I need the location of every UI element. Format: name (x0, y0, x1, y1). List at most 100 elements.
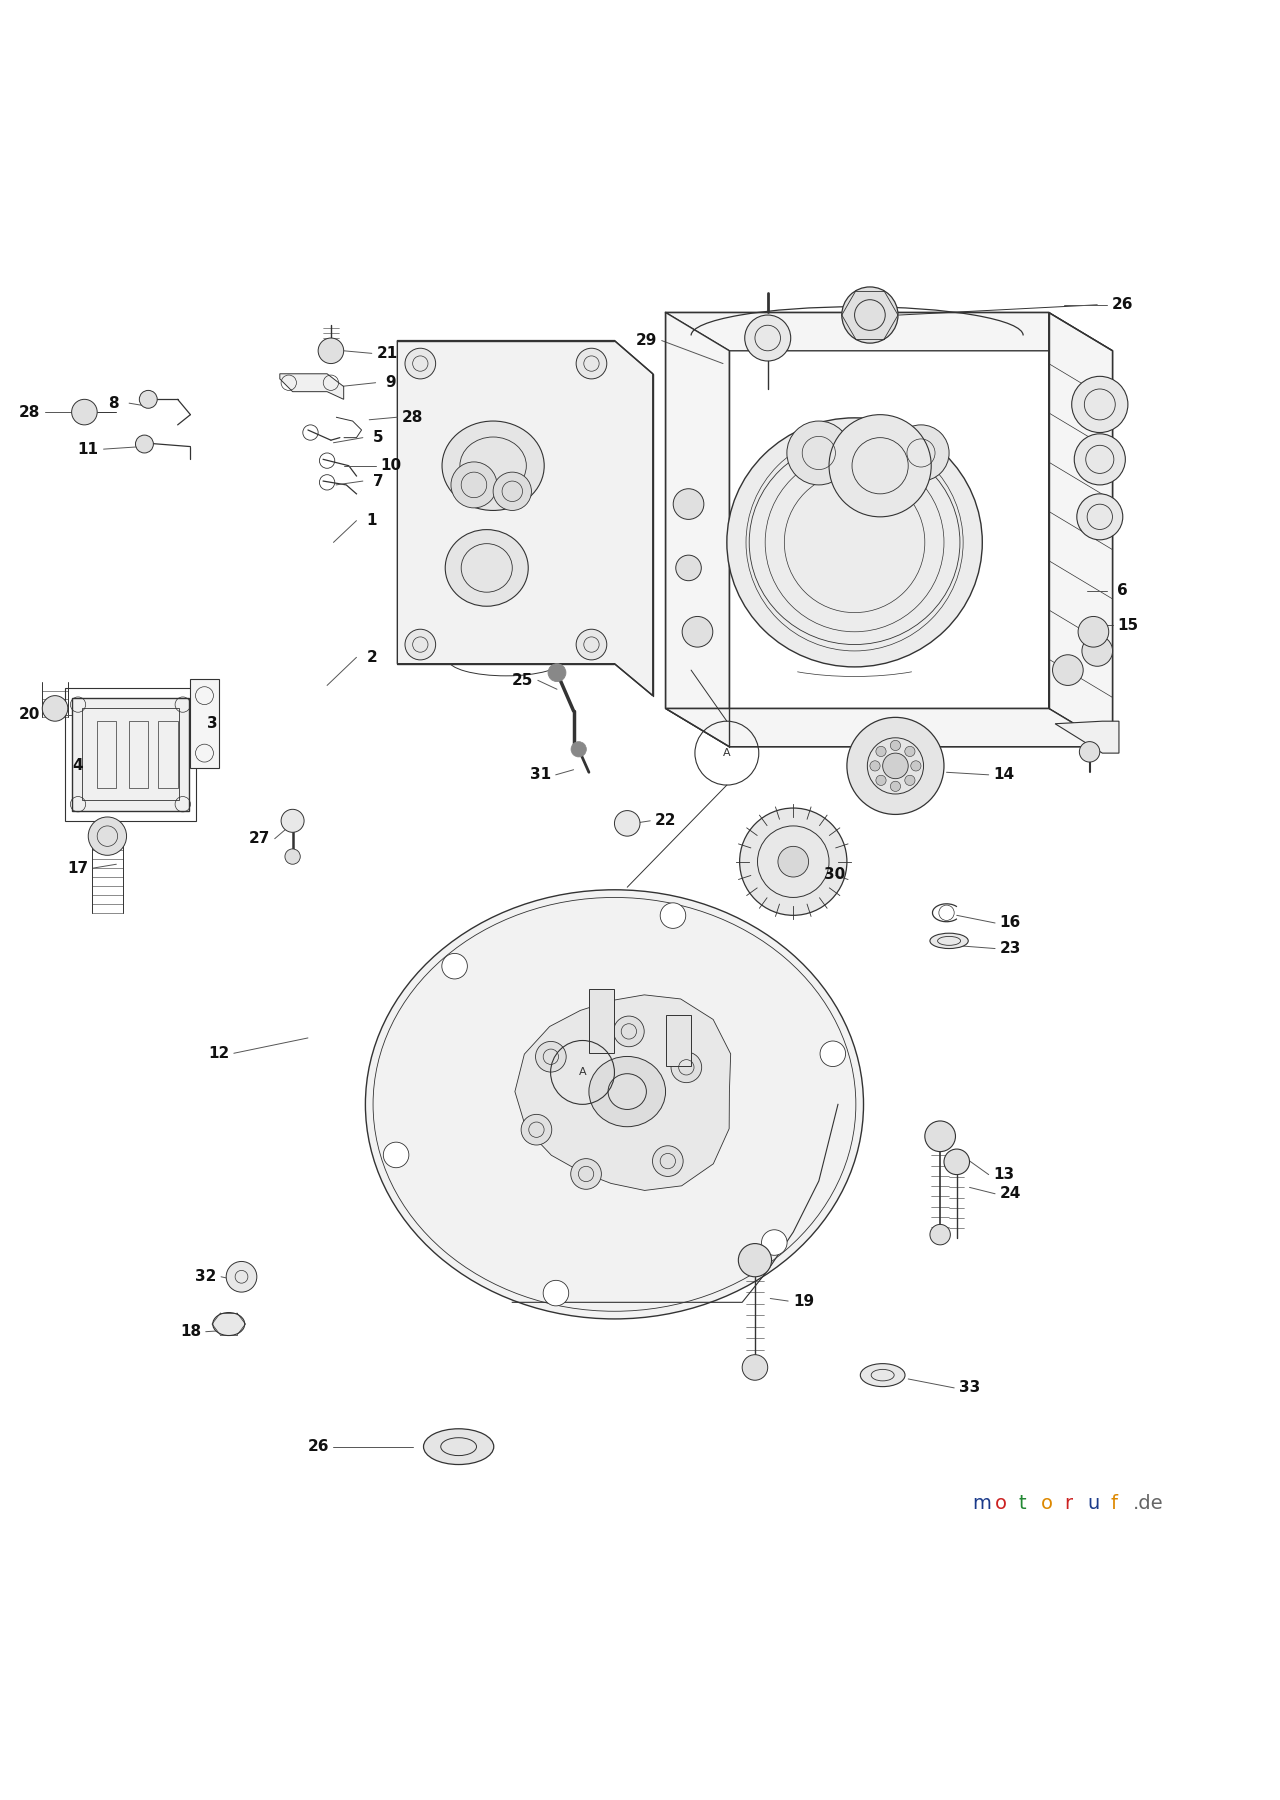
Text: A: A (579, 1067, 586, 1078)
Polygon shape (280, 374, 344, 400)
Ellipse shape (424, 1429, 494, 1465)
Circle shape (931, 1224, 950, 1246)
Circle shape (842, 286, 899, 344)
Bar (159, 722, 178, 788)
Circle shape (673, 490, 704, 520)
Text: A: A (723, 749, 731, 758)
Circle shape (576, 347, 607, 378)
Text: 9: 9 (385, 374, 397, 391)
Text: 26: 26 (307, 1440, 329, 1454)
Circle shape (905, 747, 915, 756)
Circle shape (493, 472, 531, 511)
Text: 33: 33 (959, 1381, 980, 1395)
Text: 5: 5 (372, 430, 384, 445)
Text: 2: 2 (366, 650, 378, 664)
Circle shape (671, 1051, 701, 1082)
Circle shape (548, 664, 566, 682)
Circle shape (140, 391, 157, 409)
Text: 15: 15 (1117, 617, 1138, 634)
Circle shape (911, 761, 922, 770)
Circle shape (614, 810, 640, 837)
Circle shape (1079, 742, 1100, 761)
Circle shape (319, 338, 344, 364)
Ellipse shape (931, 932, 968, 949)
Circle shape (1074, 434, 1125, 484)
Circle shape (136, 436, 154, 454)
Ellipse shape (365, 889, 864, 1319)
Text: u: u (1087, 1494, 1100, 1514)
Circle shape (521, 1114, 552, 1145)
Text: 25: 25 (512, 673, 534, 688)
Text: 8: 8 (109, 396, 119, 410)
Circle shape (891, 740, 901, 751)
Circle shape (1078, 616, 1108, 648)
Bar (97, 722, 116, 788)
Ellipse shape (608, 1075, 646, 1109)
Circle shape (870, 761, 881, 770)
Ellipse shape (212, 1312, 244, 1336)
Polygon shape (666, 313, 730, 747)
Text: f: f (1110, 1494, 1117, 1514)
Text: 1: 1 (366, 513, 378, 527)
Ellipse shape (589, 1057, 666, 1127)
Circle shape (893, 425, 948, 481)
Text: 4: 4 (73, 758, 83, 774)
Text: 20: 20 (19, 707, 40, 722)
Text: m: m (972, 1494, 991, 1514)
Polygon shape (666, 313, 1112, 351)
Circle shape (787, 421, 851, 484)
Bar (72, 698, 189, 810)
Text: 32: 32 (195, 1269, 216, 1283)
Text: 3: 3 (207, 716, 218, 731)
Circle shape (891, 781, 901, 792)
Polygon shape (666, 709, 1112, 747)
Text: 31: 31 (530, 767, 550, 783)
Circle shape (72, 400, 97, 425)
Circle shape (535, 1042, 566, 1073)
Circle shape (745, 315, 791, 362)
Text: 14: 14 (993, 767, 1015, 783)
Circle shape (1052, 655, 1083, 686)
Bar (65, 688, 196, 821)
Circle shape (227, 1262, 257, 1292)
Text: 28: 28 (19, 405, 40, 419)
Ellipse shape (567, 1037, 687, 1147)
Bar (191, 679, 219, 769)
Circle shape (778, 846, 809, 877)
Text: o: o (1041, 1494, 1053, 1514)
Circle shape (876, 776, 886, 785)
Circle shape (883, 752, 909, 779)
Ellipse shape (727, 418, 982, 668)
Bar (82, 709, 179, 801)
Text: 13: 13 (993, 1166, 1015, 1183)
Text: t: t (1018, 1494, 1025, 1514)
Text: 10: 10 (380, 459, 402, 473)
Circle shape (42, 695, 68, 722)
Circle shape (742, 1355, 768, 1381)
Text: 23: 23 (1000, 941, 1021, 956)
Text: 30: 30 (823, 868, 845, 882)
Text: 29: 29 (636, 333, 657, 347)
Text: o: o (995, 1494, 1007, 1514)
Text: 17: 17 (68, 860, 88, 875)
Bar (589, 990, 614, 1053)
Circle shape (282, 810, 305, 832)
Circle shape (876, 747, 886, 756)
Circle shape (925, 1121, 955, 1152)
Circle shape (740, 808, 847, 916)
Text: 19: 19 (792, 1294, 814, 1309)
Circle shape (1082, 635, 1112, 666)
Circle shape (404, 630, 435, 661)
Circle shape (576, 630, 607, 661)
Circle shape (404, 347, 435, 378)
Circle shape (285, 850, 301, 864)
Text: 24: 24 (1000, 1186, 1021, 1201)
Circle shape (442, 954, 467, 979)
Text: 6: 6 (1117, 583, 1128, 598)
Circle shape (682, 616, 713, 648)
Polygon shape (1055, 722, 1119, 752)
Text: 21: 21 (376, 346, 398, 360)
Text: 11: 11 (78, 441, 99, 457)
Polygon shape (515, 995, 731, 1190)
Circle shape (571, 1159, 602, 1190)
